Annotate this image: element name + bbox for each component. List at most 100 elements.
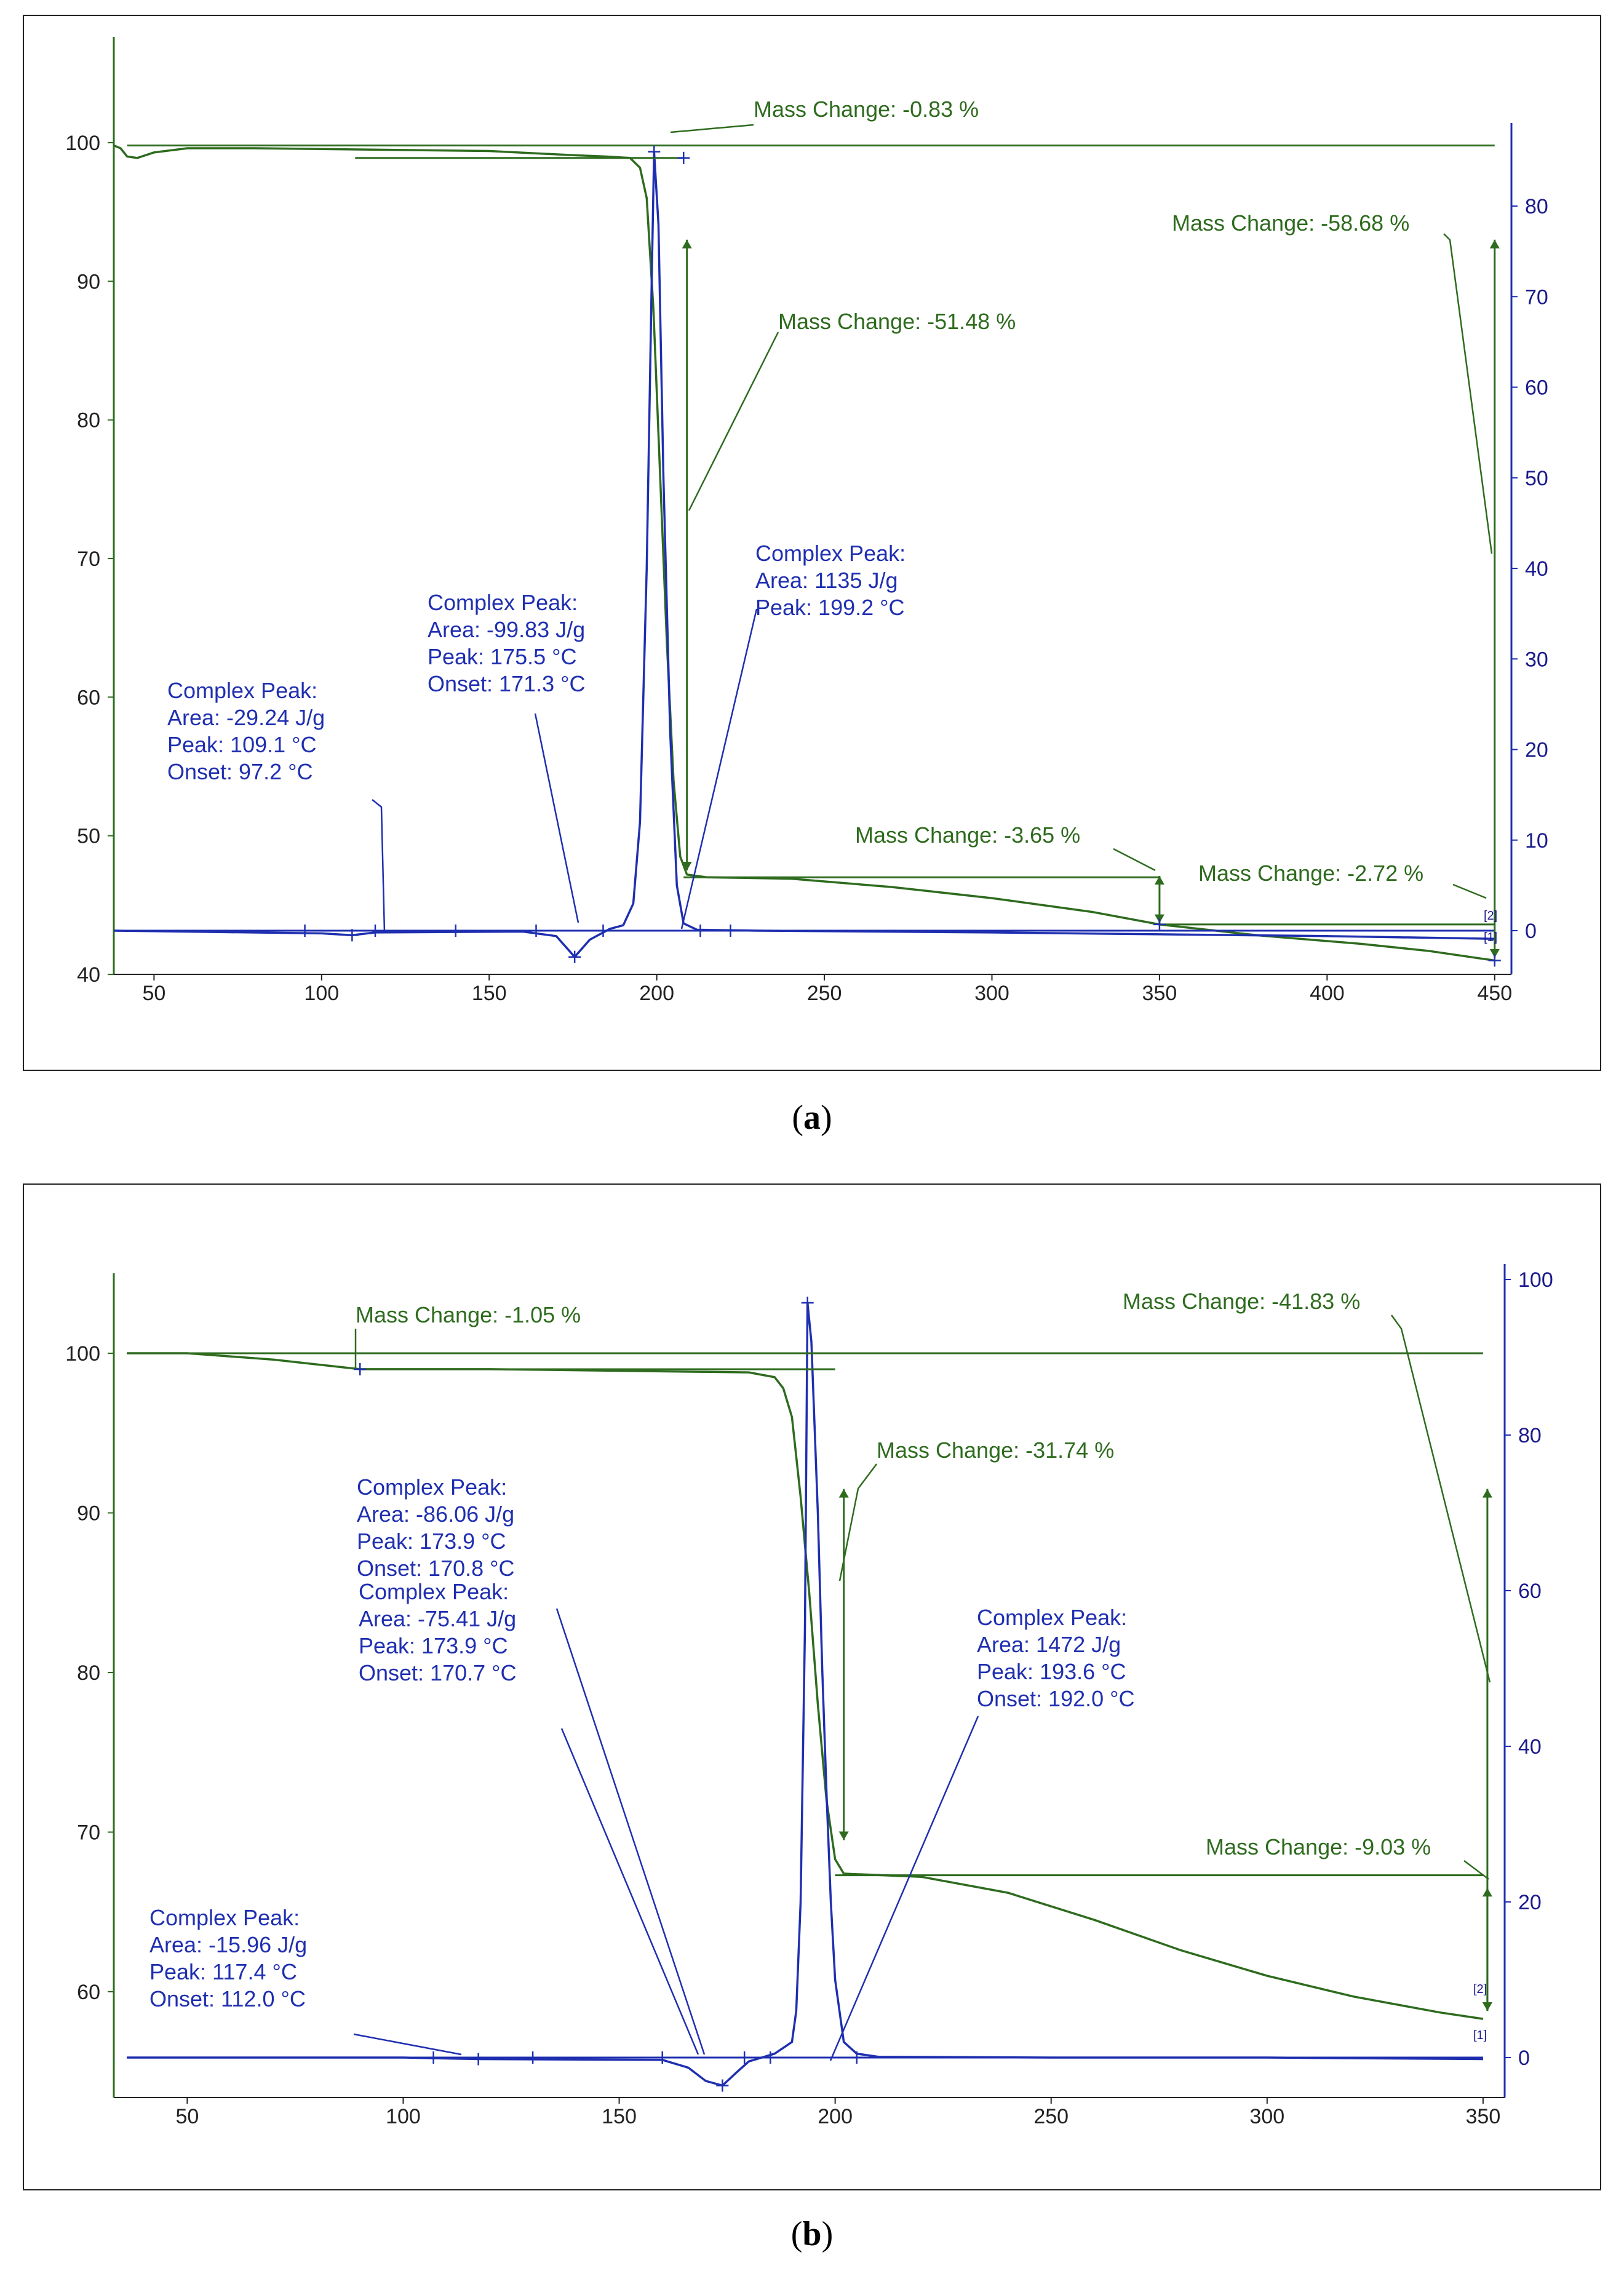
peak-value: Onset: 171.3 °C bbox=[428, 671, 586, 696]
peak-leader bbox=[534, 713, 579, 923]
tg-tick-label: 70 bbox=[77, 547, 100, 571]
peak-leader bbox=[560, 1728, 699, 2055]
caption-a: (a) bbox=[792, 1099, 832, 1137]
arrow-head bbox=[1154, 876, 1164, 885]
tg-tick-label: 80 bbox=[77, 1661, 100, 1685]
x-tick-label: 50 bbox=[142, 982, 165, 1005]
peak-value: Peak: 173.9 °C bbox=[359, 1633, 508, 1658]
peak-value: Peak: 173.9 °C bbox=[357, 1529, 506, 1554]
dsc-tick-label: 50 bbox=[1525, 467, 1548, 490]
mass-change-leader bbox=[838, 1463, 877, 1581]
mass-change-label: Mass Change: -1.05 % bbox=[356, 1302, 581, 1327]
peak-value: Peak: 199.2 °C bbox=[755, 595, 905, 620]
dsc-tick-label: 10 bbox=[1525, 829, 1548, 853]
tg-tick-label: 100 bbox=[65, 132, 100, 155]
peak-value: Area: -75.41 J/g bbox=[359, 1606, 516, 1631]
arrow-head bbox=[1482, 1489, 1492, 1498]
dsc-tick-label: 80 bbox=[1518, 1424, 1542, 1447]
x-tick-label: 350 bbox=[1466, 2105, 1501, 2128]
peak-value: Onset: 170.8 °C bbox=[357, 1556, 515, 1581]
caption-label: a bbox=[803, 1099, 821, 1137]
dsc-tick-label: 20 bbox=[1525, 739, 1548, 762]
caption-close: ) bbox=[822, 2215, 834, 2253]
mass-change-leader bbox=[688, 332, 779, 511]
curve-marker: [1] bbox=[1473, 2029, 1487, 2042]
peak-value: Area: -29.24 J/g bbox=[167, 705, 325, 730]
dsc-tick-label: 40 bbox=[1525, 557, 1548, 581]
mass-change-label: Mass Change: -3.65 % bbox=[855, 822, 1080, 848]
peak-value: Area: 1472 J/g bbox=[977, 1632, 1121, 1657]
peak-value: Onset: 192.0 °C bbox=[977, 1686, 1135, 1711]
peak-title: Complex Peak: bbox=[357, 1474, 507, 1500]
x-tick-label: 250 bbox=[807, 982, 842, 1005]
x-tick-label: 300 bbox=[1249, 2105, 1284, 2128]
mass-change-label: Mass Change: -0.83 % bbox=[754, 97, 979, 122]
caption-b: (b) bbox=[791, 2215, 833, 2253]
mass-change-label: Mass Change: -31.74 % bbox=[877, 1438, 1114, 1463]
arrow-head bbox=[838, 1489, 849, 1498]
x-tick-label: 150 bbox=[602, 2105, 637, 2128]
panel-frame bbox=[23, 1183, 1601, 2190]
x-tick-label: 350 bbox=[1142, 982, 1177, 1005]
caption-open: ( bbox=[792, 1099, 803, 1137]
arrow-head bbox=[682, 239, 692, 249]
dsc-tick-label: 70 bbox=[1525, 285, 1548, 309]
mass-change-leader bbox=[1443, 233, 1493, 554]
tg-tick-label: 40 bbox=[77, 963, 100, 987]
tg-curve bbox=[113, 144, 1495, 962]
dsc-tick-label: 20 bbox=[1518, 1891, 1542, 1914]
tg-tick-label: 60 bbox=[77, 686, 100, 709]
peak-value: Area: -86.06 J/g bbox=[357, 1501, 514, 1527]
x-tick-label: 250 bbox=[1033, 2105, 1069, 2128]
dsc-tick-label: 0 bbox=[1525, 920, 1537, 943]
x-tick-label: 100 bbox=[386, 2105, 421, 2128]
caption-close: ) bbox=[821, 1099, 832, 1137]
mass-change-leader bbox=[1452, 883, 1487, 899]
dsc-tick-label: 30 bbox=[1525, 648, 1548, 671]
x-tick-label: 200 bbox=[639, 982, 674, 1005]
tg-tick-label: 90 bbox=[77, 270, 100, 293]
peak-value: Area: -15.96 J/g bbox=[149, 1932, 307, 1957]
peak-value: Area: 1135 J/g bbox=[755, 568, 898, 593]
tg-tick-label: 100 bbox=[65, 1342, 100, 1366]
peak-title: Complex Peak: bbox=[755, 541, 906, 566]
caption-label: b bbox=[802, 2215, 821, 2253]
tg-tick-label: 70 bbox=[77, 1821, 100, 1845]
tg-tick-label: 80 bbox=[77, 409, 100, 432]
x-tick-label: 100 bbox=[304, 982, 339, 1005]
peak-value: Onset: 112.0 °C bbox=[149, 1986, 306, 2011]
dsc-tick-label: 80 bbox=[1525, 195, 1548, 218]
x-tick-label: 300 bbox=[974, 982, 1009, 1005]
dsc-curve bbox=[127, 1302, 1483, 2087]
x-tick-label: 400 bbox=[1310, 982, 1345, 1005]
mass-change-label: Mass Change: -41.83 % bbox=[1123, 1289, 1360, 1314]
peak-title: Complex Peak: bbox=[359, 1579, 509, 1604]
mass-change-label: Mass Change: -58.68 % bbox=[1172, 210, 1409, 236]
mass-change-leader bbox=[1113, 848, 1156, 872]
peak-title: Complex Peak: bbox=[149, 1905, 300, 1930]
curve-marker: [1] bbox=[1484, 931, 1497, 944]
x-tick-label: 450 bbox=[1477, 982, 1512, 1005]
peak-title: Complex Peak: bbox=[428, 590, 578, 615]
arrow-head bbox=[1489, 949, 1500, 958]
curve-marker: [2] bbox=[1484, 909, 1497, 923]
arrow-head bbox=[1482, 1888, 1492, 1897]
panel-frame bbox=[23, 15, 1601, 1071]
dsc-tick-label: 60 bbox=[1518, 1580, 1542, 1603]
chart-panel-b: 50 100 150 200 250 300 350 60 70 80 90 100 0 20 40 60 80… bbox=[23, 1183, 1601, 2190]
tg-tick-label: 60 bbox=[77, 1981, 100, 2004]
tg-tick-label: 90 bbox=[77, 1502, 100, 1525]
peak-leader bbox=[372, 799, 386, 933]
peak-leader bbox=[680, 608, 758, 929]
arrow-head bbox=[838, 1831, 849, 1840]
dsc-tick-label: 40 bbox=[1518, 1735, 1542, 1759]
peak-title: Complex Peak: bbox=[167, 678, 317, 703]
x-tick-label: 50 bbox=[175, 2105, 199, 2128]
peak-value: Onset: 97.2 °C bbox=[167, 759, 313, 784]
peak-value: Peak: 117.4 °C bbox=[149, 1959, 297, 1984]
mass-change-label: Mass Change: -51.48 % bbox=[778, 309, 1016, 334]
caption-open: ( bbox=[791, 2215, 803, 2253]
chart-panel-a: 50 100 150 200 250 300 350 400 45040506070809010… bbox=[23, 15, 1601, 1071]
peak-value: Peak: 109.1 °C bbox=[167, 732, 317, 757]
